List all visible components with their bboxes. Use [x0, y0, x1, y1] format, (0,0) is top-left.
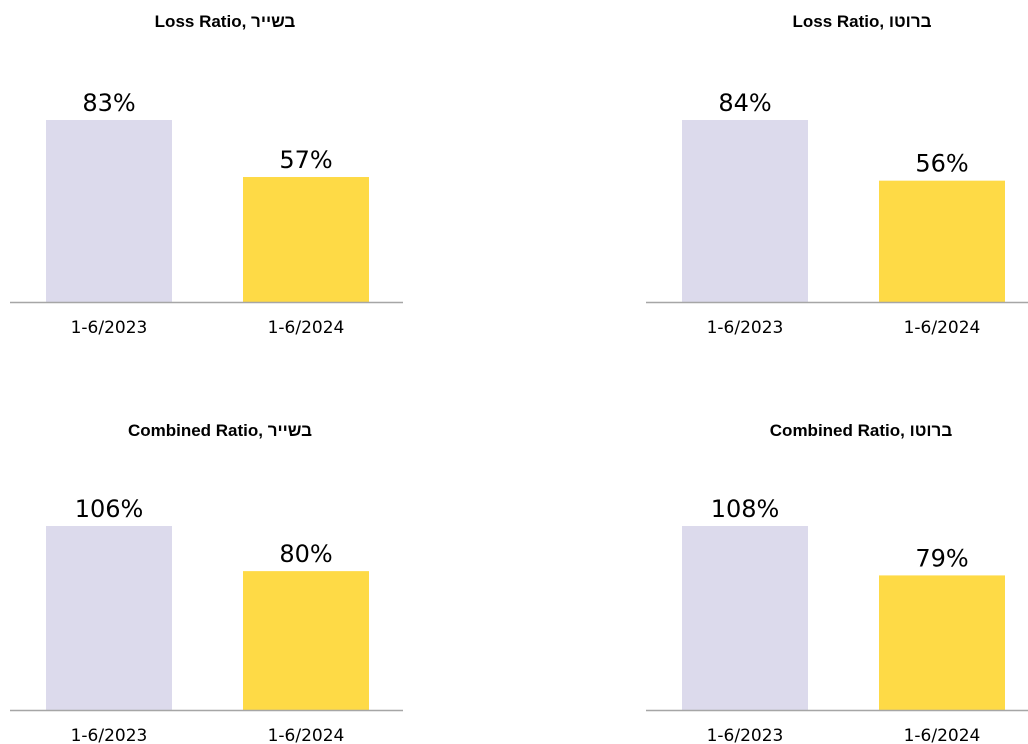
x-tick-label: 1-6/2023 — [707, 318, 784, 338]
x-tick-label: 1-6/2024 — [904, 726, 981, 744]
bar-1-6/2023 — [682, 120, 808, 302]
x-tick-label: 1-6/2024 — [268, 726, 345, 744]
data-label: 106% — [75, 495, 144, 523]
bar-1-6/2024 — [879, 180, 1005, 302]
data-label: 79% — [915, 544, 968, 572]
data-label: 83% — [82, 89, 135, 117]
chart-title: Combined Ratio, ברוטו — [770, 421, 953, 440]
chart-title: Loss Ratio, ברוטו — [793, 12, 932, 31]
chart-title: Loss Ratio, בשייר — [155, 12, 296, 31]
bar-1-6/2024 — [879, 575, 1005, 710]
chart-title: Combined Ratio, בשייר — [128, 421, 312, 440]
x-tick-label: 1-6/2024 — [904, 318, 981, 338]
data-label: 57% — [279, 146, 332, 174]
data-label: 108% — [711, 495, 780, 523]
data-label: 84% — [718, 89, 771, 117]
x-tick-label: 1-6/2023 — [71, 318, 148, 338]
x-tick-label: 1-6/2024 — [268, 318, 345, 338]
x-tick-label: 1-6/2023 — [71, 726, 148, 744]
data-label: 56% — [915, 150, 968, 178]
bar-1-6/2023 — [682, 526, 808, 710]
bar-1-6/2024 — [243, 571, 369, 710]
bar-1-6/2023 — [46, 120, 172, 302]
bar-1-6/2023 — [46, 526, 172, 710]
bar-1-6/2024 — [243, 177, 369, 302]
x-tick-label: 1-6/2023 — [707, 726, 784, 744]
data-label: 80% — [279, 540, 332, 568]
